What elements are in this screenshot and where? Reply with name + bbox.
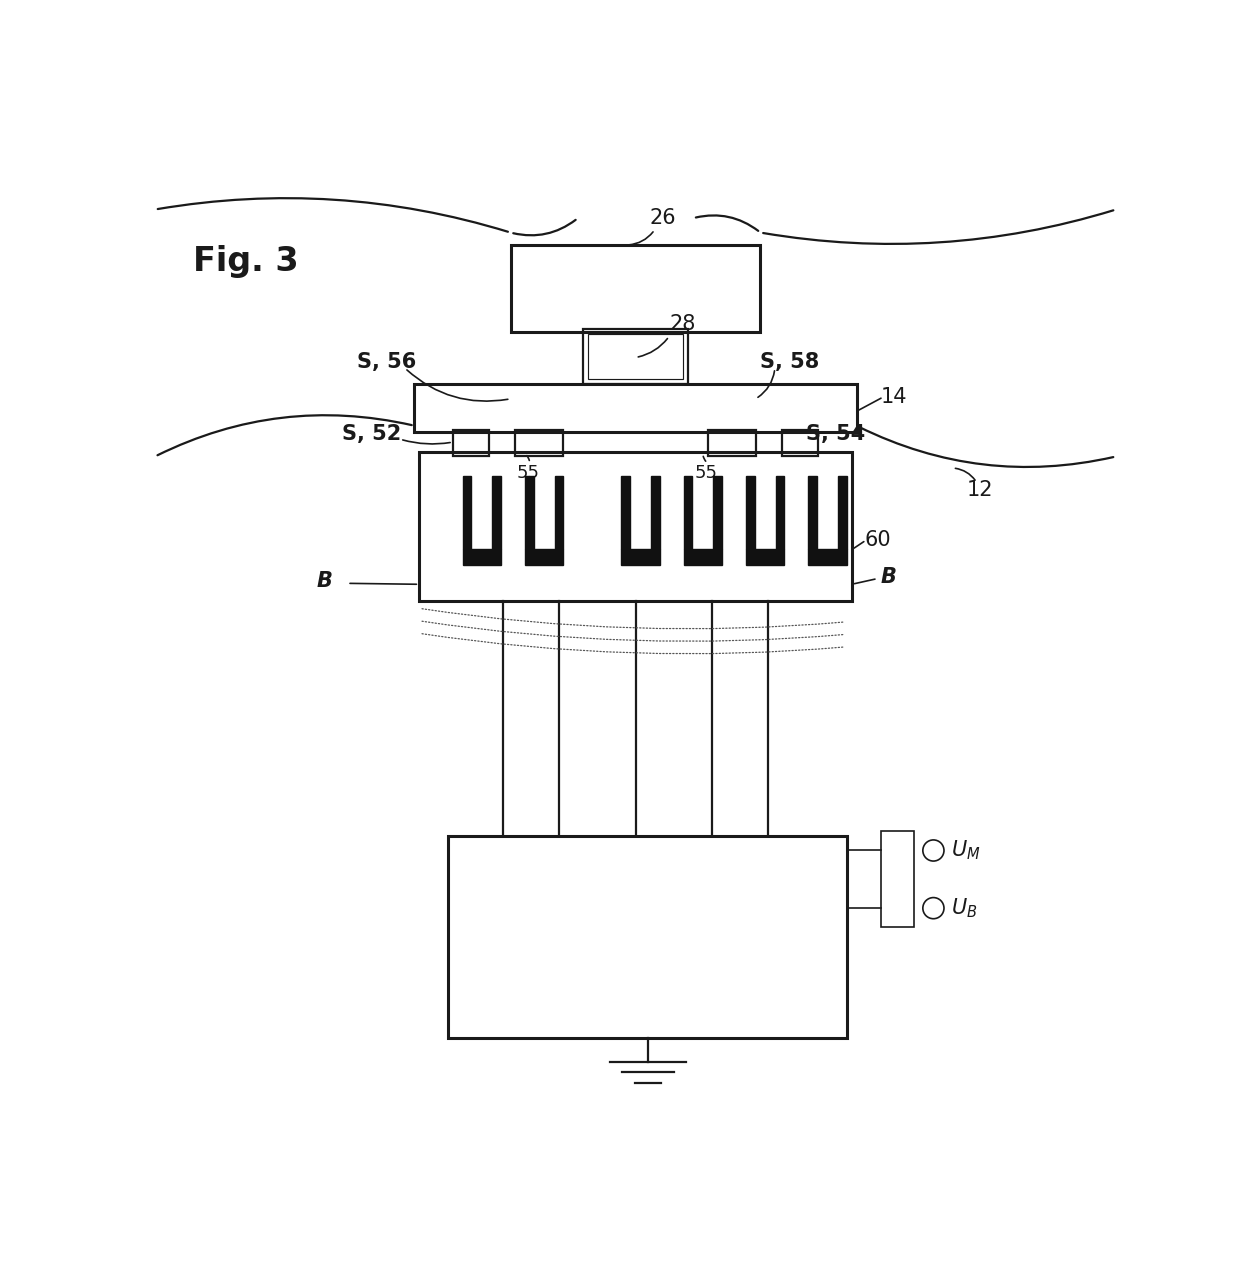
Bar <box>516 430 563 456</box>
Bar <box>525 548 563 565</box>
Bar <box>781 430 818 456</box>
Bar <box>463 548 501 565</box>
Bar <box>880 831 914 927</box>
Text: 60: 60 <box>864 530 890 550</box>
Bar <box>713 476 722 548</box>
Bar <box>589 334 682 379</box>
Text: B: B <box>317 571 332 592</box>
Text: 14: 14 <box>880 386 906 407</box>
Text: 26: 26 <box>650 208 677 228</box>
Text: Fig. 3: Fig. 3 <box>193 245 299 278</box>
Text: S, 52: S, 52 <box>342 425 402 445</box>
Text: 55: 55 <box>516 464 539 482</box>
Text: S, 58: S, 58 <box>760 352 820 372</box>
Bar <box>621 476 630 548</box>
Text: S, 56: S, 56 <box>357 352 417 372</box>
Bar <box>419 451 852 601</box>
Text: 12: 12 <box>967 481 993 500</box>
Bar <box>525 476 533 548</box>
Bar <box>746 548 785 565</box>
Bar <box>414 384 857 432</box>
Text: 28: 28 <box>670 315 696 334</box>
Bar <box>621 548 660 565</box>
Bar <box>583 329 688 384</box>
Bar <box>683 548 722 565</box>
Bar <box>448 836 847 1038</box>
Bar <box>708 430 755 456</box>
Bar <box>746 476 755 548</box>
Bar <box>838 476 847 548</box>
Bar <box>808 476 817 548</box>
Bar <box>651 476 660 548</box>
Text: $U_B$: $U_B$ <box>951 896 977 921</box>
Bar <box>511 245 760 332</box>
Bar <box>808 548 847 565</box>
Text: B: B <box>880 566 897 586</box>
Text: $U_M$: $U_M$ <box>951 839 981 862</box>
Bar <box>463 476 471 548</box>
Bar <box>492 476 501 548</box>
Bar <box>683 476 692 548</box>
Text: 55: 55 <box>694 464 717 482</box>
Bar <box>554 476 563 548</box>
Text: S, 54: S, 54 <box>806 425 864 445</box>
Bar <box>453 430 490 456</box>
Bar <box>776 476 785 548</box>
